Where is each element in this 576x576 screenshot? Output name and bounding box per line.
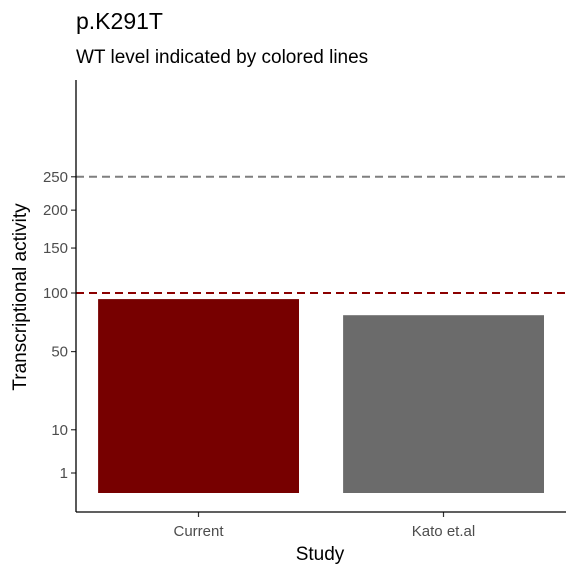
bar-current [98,299,299,493]
chart-subtitle: WT level indicated by colored lines [76,47,368,68]
y-tick-label: 200 [43,202,68,219]
bar-kato-et-al [343,315,544,493]
y-tick-label: 100 [43,285,68,302]
x-tick-label: Current [173,523,224,540]
y-tick-label: 50 [51,344,68,361]
chart-title: p.K291T [76,8,163,34]
y-ticks-group: 1 10 50 100 150 200 250 [43,169,76,482]
y-tick-label: 150 [43,240,68,257]
x-ticks-group: Current Kato et.al [173,512,475,540]
x-axis-title: Study [296,544,345,565]
y-axis-title: Transcriptional activity [10,203,31,391]
reference-lines-group [76,175,566,294]
x-tick-label: Kato et.al [412,523,475,540]
y-tick-label: 10 [51,422,68,439]
y-tick-label: 1 [60,465,68,482]
y-tick-label: 250 [43,169,68,186]
bars-group [98,299,544,493]
